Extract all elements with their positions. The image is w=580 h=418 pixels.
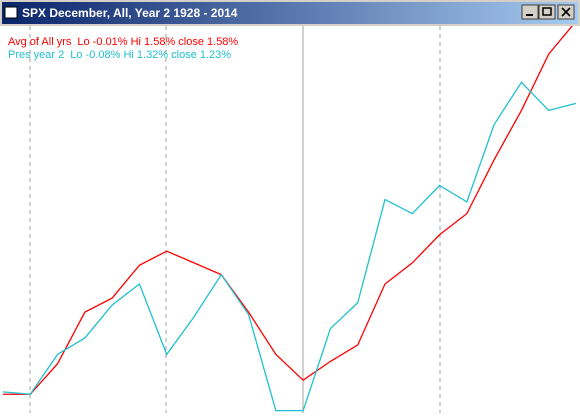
close-button[interactable] [557, 4, 575, 20]
legend-entry: Avg of All yrs Lo -0.01% Hi 1.58% close 1… [8, 36, 238, 48]
series-line [2, 81, 577, 412]
app-icon [4, 6, 18, 19]
legend-stats: Lo -0.01% Hi 1.58% close 1.58% [77, 36, 238, 48]
dividers [29, 26, 441, 413]
legend-name: Avg of All yrs [8, 36, 72, 48]
series-layer [2, 26, 577, 412]
legend-stats: Lo -0.08% Hi 1.32% close 1.23% [70, 49, 231, 61]
legend: Avg of All yrs Lo -0.01% Hi 1.58% close 1… [8, 36, 238, 61]
plot-area [0, 26, 580, 413]
series-line [3, 26, 573, 395]
min-button[interactable] [521, 4, 539, 20]
window-title: SPX December, All, Year 2 1928 - 2014 [22, 6, 238, 20]
title-bar [2, 2, 578, 24]
max-button[interactable] [538, 4, 556, 20]
legend-name: Pres year 2 [8, 49, 64, 61]
legend-entry: Pres year 2 Lo -0.08% Hi 1.32% close 1.23… [8, 49, 231, 61]
